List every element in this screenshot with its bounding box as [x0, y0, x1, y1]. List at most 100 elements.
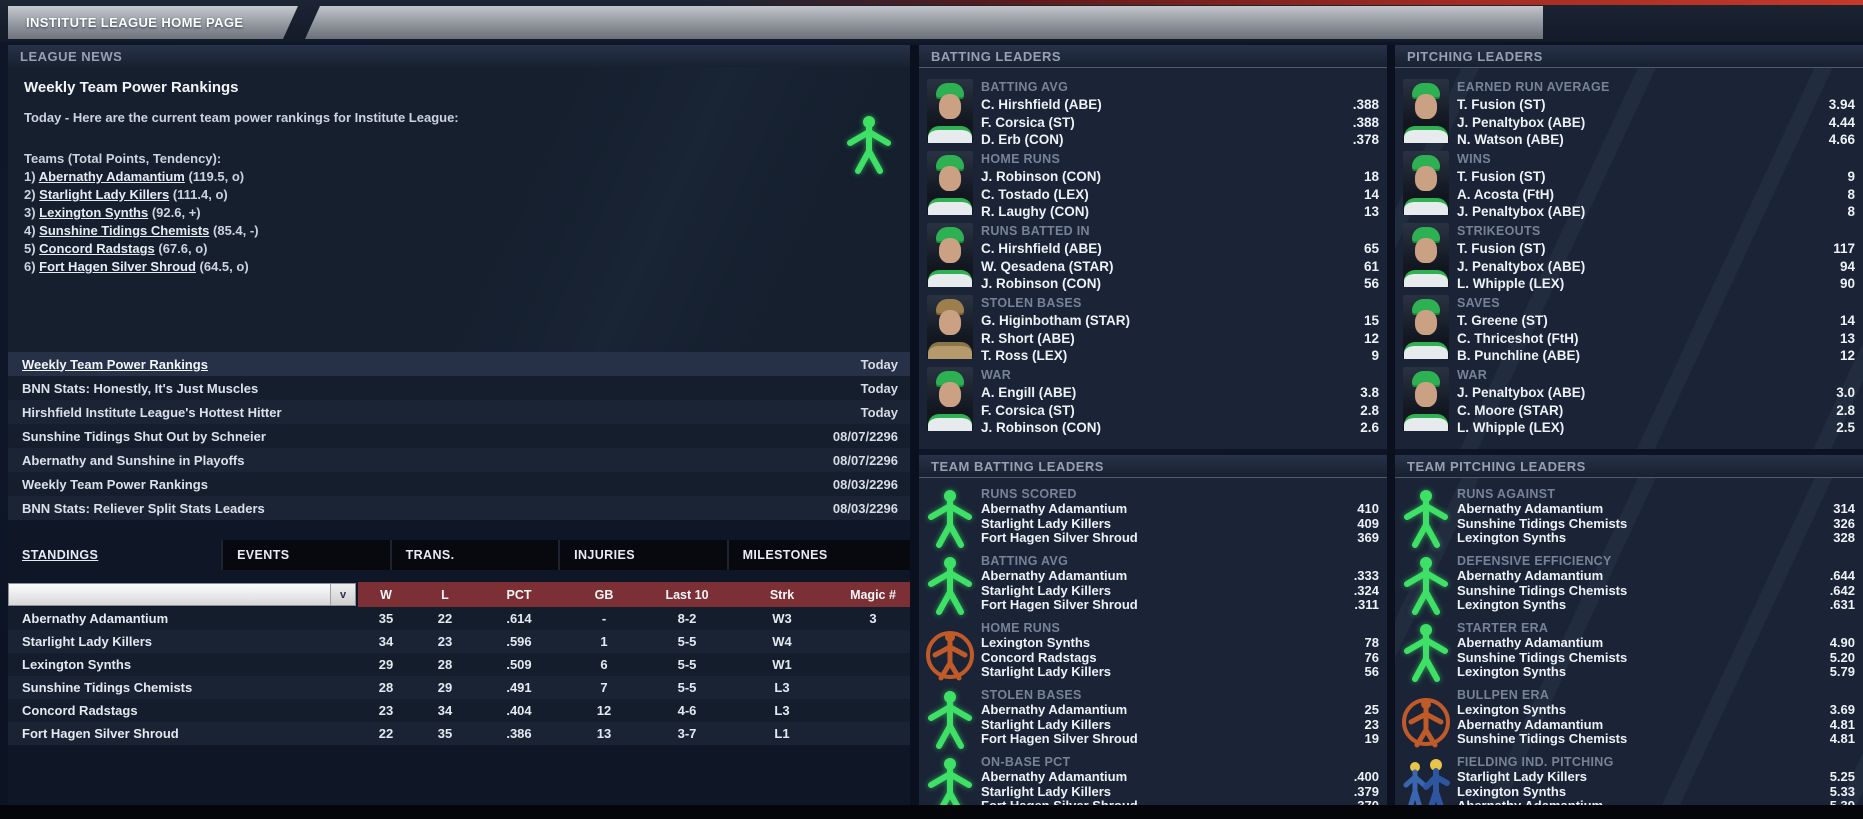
news-item[interactable]: Weekly Team Power Rankings Today	[8, 352, 910, 376]
leader-row[interactable]: T. Fusion (ST) 117	[1457, 241, 1855, 256]
standings-filter-dropdown[interactable]: v	[8, 583, 356, 606]
col-header-strk[interactable]: Strk	[728, 582, 836, 607]
player-portrait[interactable]	[1395, 294, 1457, 365]
tab-trans[interactable]: TRANS.	[389, 540, 559, 570]
leader-row[interactable]: J. Robinson (CON) 2.6	[981, 420, 1379, 435]
vault-boy-icon[interactable]	[919, 687, 981, 750]
leader-row[interactable]: C. Hirshfield (ABE) .388	[981, 97, 1379, 112]
vault-boy-icon[interactable]	[919, 486, 981, 549]
leader-row[interactable]: Fort Hagen Silver Shroud .311	[981, 597, 1379, 613]
leader-row[interactable]: Abernathy Adamantium .400	[981, 769, 1379, 784]
leader-row[interactable]: Abernathy Adamantium 314	[1457, 501, 1855, 516]
leader-row[interactable]: T. Fusion (ST) 9	[1457, 169, 1855, 184]
tab-events[interactable]: EVENTS	[221, 540, 390, 570]
news-item[interactable]: BNN Stats: Reliever Split Stats Leaders 0…	[8, 496, 910, 520]
team-link[interactable]: Fort Hagen Silver Shroud	[39, 259, 196, 274]
player-portrait[interactable]	[1395, 78, 1457, 149]
leader-row[interactable]: Lexington Synths 78	[981, 635, 1379, 650]
leader-row[interactable]: Starlight Lady Killers .324	[981, 582, 1379, 598]
standings-row[interactable]: Starlight Lady Killers 34 23.596 1 5-5 W4	[8, 630, 910, 653]
tab-injuries[interactable]: INJURIES	[558, 540, 727, 570]
standings-row[interactable]: Concord Radstags 23 34.404 12 4-6 L3	[8, 699, 910, 722]
leader-row[interactable]: T. Fusion (ST) 3.94	[1457, 97, 1855, 112]
player-portrait[interactable]	[919, 78, 981, 149]
leader-row[interactable]: Starlight Lady Killers .379	[981, 783, 1379, 799]
leader-row[interactable]: C. Tostado (LEX) 14	[981, 186, 1379, 202]
vault-boy-icon[interactable]	[1395, 620, 1457, 683]
player-portrait[interactable]	[919, 222, 981, 293]
col-header-last10[interactable]: Last 10	[646, 582, 728, 607]
leader-row[interactable]: Concord Radstags 76	[981, 649, 1379, 665]
news-item[interactable]: Weekly Team Power Rankings 08/03/2296	[8, 472, 910, 496]
standings-row[interactable]: Sunshine Tidings Chemists 28 29.491 7 5-5 L3	[8, 676, 910, 699]
leader-row[interactable]: L. Whipple (LEX) 90	[1457, 276, 1855, 291]
tab-standings[interactable]: STANDINGS	[22, 548, 99, 562]
leader-row[interactable]: J. Penaltybox (ABE) 8	[1457, 204, 1855, 219]
leader-row[interactable]: Starlight Lady Killers 409	[981, 515, 1379, 531]
leader-row[interactable]: C. Thriceshot (FtH) 13	[1457, 330, 1855, 346]
standings-row[interactable]: Abernathy Adamantium 35 22.614-8-2 W3 3	[8, 607, 910, 630]
leader-row[interactable]: R. Short (ABE) 12	[981, 330, 1379, 346]
col-header-magic[interactable]: Magic #	[836, 582, 910, 607]
leader-row[interactable]: B. Punchline (ABE) 12	[1457, 348, 1855, 363]
news-item[interactable]: Abernathy and Sunshine in Playoffs 08/07/…	[8, 448, 910, 472]
leader-row[interactable]: F. Corsica (ST) 2.8	[981, 402, 1379, 418]
player-portrait[interactable]	[1395, 150, 1457, 221]
news-article[interactable]: Weekly Team Power Rankings Today - Here …	[8, 67, 910, 352]
leader-row[interactable]: Abernathy Adamantium 410	[981, 501, 1379, 516]
leader-row[interactable]: A. Engill (ABE) 3.8	[981, 385, 1379, 400]
leader-row[interactable]: F. Corsica (ST) .388	[981, 114, 1379, 130]
leader-row[interactable]: R. Laughy (CON) 13	[981, 204, 1379, 219]
tab-milestones[interactable]: MILESTONES	[726, 540, 910, 570]
leader-row[interactable]: Abernathy Adamantium .333	[981, 568, 1379, 583]
leader-row[interactable]: D. Erb (CON) .378	[981, 132, 1379, 147]
vitruvian-man-icon[interactable]	[919, 620, 981, 683]
leader-row[interactable]: Abernathy Adamantium 4.90	[1457, 635, 1855, 650]
player-portrait[interactable]	[919, 294, 981, 365]
col-header-pct[interactable]: PCT	[476, 582, 562, 607]
leader-row[interactable]: C. Hirshfield (ABE) 65	[981, 241, 1379, 256]
leader-row[interactable]: Abernathy Adamantium 4.81	[1457, 716, 1855, 732]
leader-row[interactable]: W. Qesadena (STAR) 61	[981, 258, 1379, 274]
player-portrait[interactable]	[919, 150, 981, 221]
leader-row[interactable]: Lexington Synths 328	[1457, 530, 1855, 546]
news-item[interactable]: Hirshfield Institute League's Hottest Hi…	[8, 400, 910, 424]
leader-row[interactable]: Lexington Synths 5.33	[1457, 783, 1855, 799]
vault-boy-icon[interactable]	[1395, 553, 1457, 616]
col-header-gb[interactable]: GB	[562, 582, 646, 607]
leader-row[interactable]: J. Robinson (CON) 18	[981, 169, 1379, 184]
leader-row[interactable]: Lexington Synths 5.79	[1457, 664, 1855, 680]
vitruvian-man-icon[interactable]	[1395, 687, 1457, 750]
leader-row[interactable]: L. Whipple (LEX) 2.5	[1457, 420, 1855, 435]
leader-row[interactable]: J. Robinson (CON) 56	[981, 276, 1379, 291]
leader-row[interactable]: Abernathy Adamantium .644	[1457, 568, 1855, 583]
team-link[interactable]: Starlight Lady Killers	[39, 187, 170, 202]
leader-row[interactable]: J. Penaltybox (ABE) 94	[1457, 258, 1855, 274]
leader-row[interactable]: Starlight Lady Killers 23	[981, 716, 1379, 732]
leader-row[interactable]: Sunshine Tidings Chemists 326	[1457, 515, 1855, 531]
leader-row[interactable]: Fort Hagen Silver Shroud 19	[981, 731, 1379, 747]
leader-row[interactable]: N. Watson (ABE) 4.66	[1457, 132, 1855, 147]
news-item[interactable]: Sunshine Tidings Shut Out by Schneier 08/…	[8, 424, 910, 448]
standings-row[interactable]: Fort Hagen Silver Shroud 22 35.386 13 3-7 L1	[8, 722, 910, 745]
tab-institute-league-home-page[interactable]: INSTITUTE LEAGUE HOME PAGE	[8, 6, 298, 39]
leader-row[interactable]: C. Moore (STAR) 2.8	[1457, 402, 1855, 418]
leader-row[interactable]: Fort Hagen Silver Shroud 369	[981, 530, 1379, 546]
leader-row[interactable]: T. Ross (LEX) 9	[981, 348, 1379, 363]
leader-row[interactable]: Sunshine Tidings Chemists 5.20	[1457, 649, 1855, 665]
leader-row[interactable]: Sunshine Tidings Chemists .642	[1457, 582, 1855, 598]
leader-row[interactable]: Starlight Lady Killers 56	[981, 664, 1379, 680]
player-portrait[interactable]	[1395, 222, 1457, 293]
team-link[interactable]: Abernathy Adamantium	[38, 169, 185, 184]
vault-boy-icon[interactable]	[919, 553, 981, 616]
leader-row[interactable]: J. Penaltybox (ABE) 3.0	[1457, 385, 1855, 400]
leader-row[interactable]: Lexington Synths .631	[1457, 597, 1855, 613]
chevron-down-icon[interactable]: v	[330, 584, 355, 605]
col-header-l[interactable]: L	[414, 582, 476, 607]
leader-row[interactable]: Sunshine Tidings Chemists 4.81	[1457, 731, 1855, 747]
leader-row[interactable]: Lexington Synths 3.69	[1457, 702, 1855, 717]
leader-row[interactable]: G. Higinbotham (STAR) 15	[981, 313, 1379, 328]
team-link[interactable]: Concord Radstags	[39, 241, 155, 256]
leader-row[interactable]: Abernathy Adamantium 25	[981, 702, 1379, 717]
player-portrait[interactable]	[919, 366, 981, 437]
